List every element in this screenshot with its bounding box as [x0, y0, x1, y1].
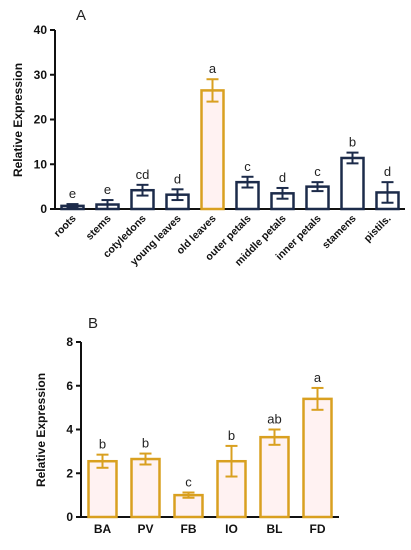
panel-a-significance-label: a: [209, 61, 217, 76]
panel-a-significance-label: e: [104, 182, 111, 197]
panel-b-category-label: FB: [181, 522, 197, 536]
panel-a-y-axis-label: Relative Expression: [11, 63, 25, 177]
panel-a-y-tick-label: 30: [34, 68, 48, 82]
panel-a-category-label: stamens: [320, 213, 359, 252]
panel-a-significance-label: e: [69, 186, 76, 201]
panel-b-category-label: IO: [225, 522, 238, 536]
panel-b-significance-label: ab: [267, 412, 281, 427]
panel-b-y-tick-label: 4: [66, 423, 73, 437]
panel-b-significance-label: b: [228, 428, 235, 443]
panel-a-y-tick-label: 40: [34, 23, 48, 37]
panel-a-letter: A: [76, 7, 86, 24]
panel-a-y-tick-label: 0: [40, 202, 47, 216]
panel-b-significance-label: a: [314, 370, 322, 385]
panel-b-category-label: BL: [267, 522, 283, 536]
panel-b-significance-label: c: [185, 475, 192, 490]
panel-b-significance-label: b: [142, 436, 149, 451]
panel-b-y-tick-label: 8: [66, 335, 73, 349]
panel-b-y-axis-label: Relative Expression: [34, 373, 48, 487]
panel-b-bar: [87, 459, 118, 519]
panel-b-y-tick-label: 2: [66, 466, 73, 480]
panel-a-category-label: pistils.: [362, 213, 394, 245]
panel-b-category-label: FD: [310, 522, 326, 536]
panel-a-significance-label: b: [349, 135, 356, 150]
panel-b-letter: B: [88, 315, 98, 332]
panel-a-y-tick-label: 20: [34, 113, 48, 127]
panel-a-bar: [340, 156, 365, 211]
panel-b-plot: 0 2 4 6 8 b BA b PV c FB b IO ab BL a FD: [66, 335, 339, 536]
panel-a-significance-label: cd: [136, 167, 150, 182]
panel-b-bar: [259, 435, 290, 519]
panel-a-significance-label: d: [279, 170, 286, 185]
panel-a-plot: 010203040erootsestemscdcotyledonsdyoung …: [34, 23, 405, 269]
panel-b-category-label: BA: [94, 522, 112, 536]
panel-b-bar: [302, 397, 333, 519]
panel-a-bar: [200, 89, 225, 211]
panel-a-category-label: stems: [84, 213, 114, 243]
panel-a-y-tick-label: 10: [34, 157, 48, 171]
panel-a-significance-label: c: [314, 164, 321, 179]
panel-b-y-tick-label: 0: [66, 510, 73, 524]
panel-b-y-tick-label: 6: [66, 379, 73, 393]
panel-a-significance-label: d: [384, 164, 391, 179]
panel-b-category-label: PV: [137, 522, 153, 536]
panel-a-category-label: roots: [52, 213, 79, 240]
panel-b-bar: [130, 457, 161, 519]
panel-b-significance-label: b: [99, 437, 106, 452]
panel-a-significance-label: c: [244, 159, 251, 174]
panel-a-significance-label: d: [174, 171, 181, 186]
